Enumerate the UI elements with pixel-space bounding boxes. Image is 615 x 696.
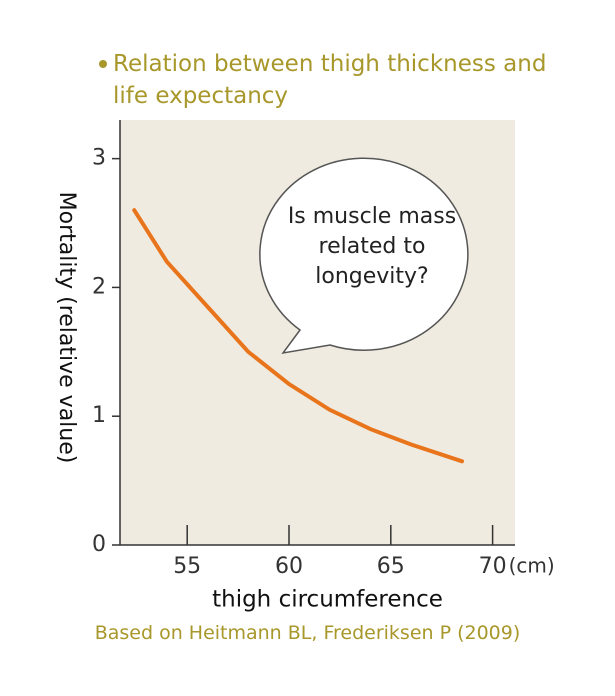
x-unit: (cm) xyxy=(509,554,555,578)
speech-bubble xyxy=(259,157,469,355)
data-line xyxy=(132,208,465,464)
y-axis-label: Mortality (relative value) xyxy=(54,192,79,464)
x-axis-label: thigh circumference xyxy=(212,587,443,613)
source: Based on Heitmann BL, Frederiksen P (200… xyxy=(94,622,521,644)
y-tick-label: 3 xyxy=(92,146,106,171)
x-tick-label: 65 xyxy=(377,554,405,579)
y-tick-label: 0 xyxy=(92,532,106,557)
x-tick-label: 55 xyxy=(173,554,201,579)
annotation: Is muscle mass related to longevity? xyxy=(287,204,457,289)
x-tick-label: 70 xyxy=(479,554,507,579)
chart-title: Relation between thigh thickness and lif… xyxy=(113,51,547,109)
y-tick-label: 1 xyxy=(92,403,106,428)
x-tick-label: 60 xyxy=(275,554,303,579)
title-bullet xyxy=(99,60,107,68)
y-tick-label: 2 xyxy=(92,274,106,299)
